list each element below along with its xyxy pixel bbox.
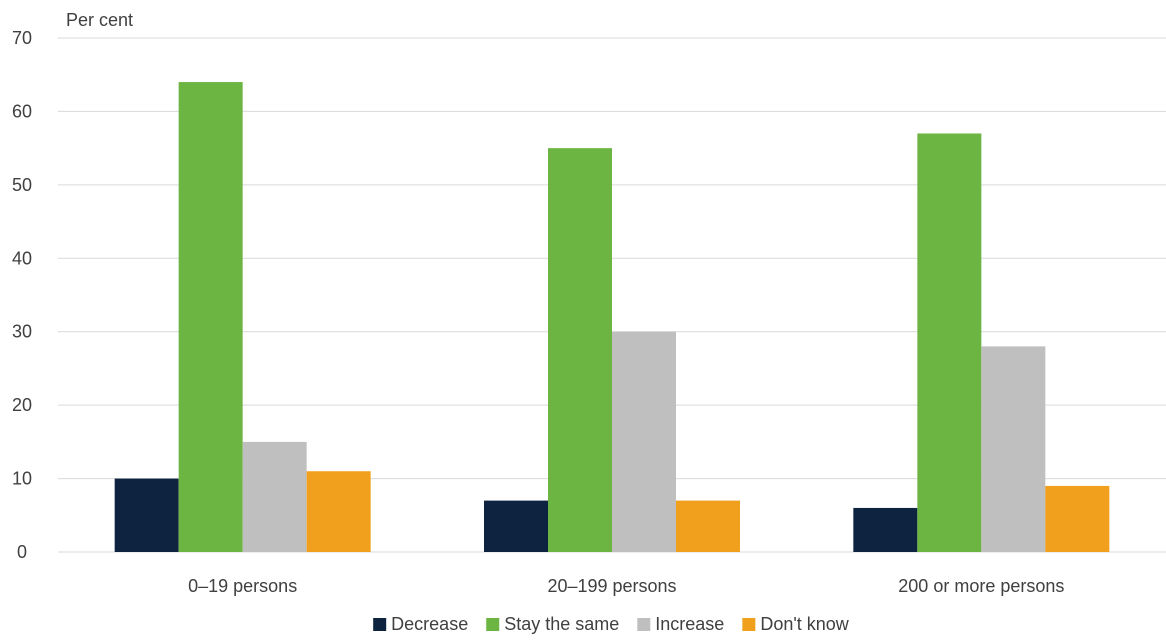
bars: [114, 82, 1110, 553]
x-category-label: 20–199 persons: [547, 576, 676, 596]
bar-stay-the-same-1: [548, 148, 612, 552]
y-tick-label: 10: [12, 469, 32, 489]
y-tick-label: 70: [12, 28, 32, 48]
x-axis-categories: 0–19 persons 20–199 persons 200 or more pe…: [188, 576, 1064, 596]
legend-swatch-increase: [637, 618, 651, 631]
bar-increase-1: [612, 331, 676, 552]
bar-increase-2: [981, 346, 1046, 552]
bar-decrease-1: [484, 500, 548, 552]
y-axis-ticks: 0 10 20 30 40 50 60 70: [12, 28, 32, 562]
bar-stay-the-same-0: [178, 82, 243, 553]
bar-decrease-0: [114, 478, 179, 552]
y-tick-label: 20: [12, 395, 32, 415]
legend-swatch-decrease: [373, 618, 387, 631]
legend-label: Decrease: [391, 614, 468, 634]
legend-label: Increase: [655, 614, 724, 634]
legend-swatch-don-t-know: [742, 618, 756, 631]
bar-don-t-know-2: [1045, 485, 1110, 552]
bar-don-t-know-1: [676, 500, 740, 552]
bar-increase-0: [242, 441, 307, 552]
x-category-label: 0–19 persons: [188, 576, 297, 596]
y-tick-label: 0: [17, 542, 27, 562]
legend-swatch-stay-the-same: [486, 618, 500, 631]
legend-label: Stay the same: [504, 614, 619, 634]
legend: Decrease Stay the same Increase Don't know: [373, 614, 850, 634]
bar-don-t-know-0: [306, 471, 371, 552]
x-category-label: 200 or more persons: [898, 576, 1064, 596]
y-tick-label: 60: [12, 101, 32, 121]
y-tick-label: 30: [12, 322, 32, 342]
legend-label: Don't know: [760, 614, 849, 634]
bar-decrease-2: [853, 507, 918, 552]
y-axis-unit-label: Per cent: [66, 10, 133, 30]
y-tick-label: 50: [12, 175, 32, 195]
bar-stay-the-same-2: [917, 133, 982, 552]
y-tick-label: 40: [12, 248, 32, 268]
